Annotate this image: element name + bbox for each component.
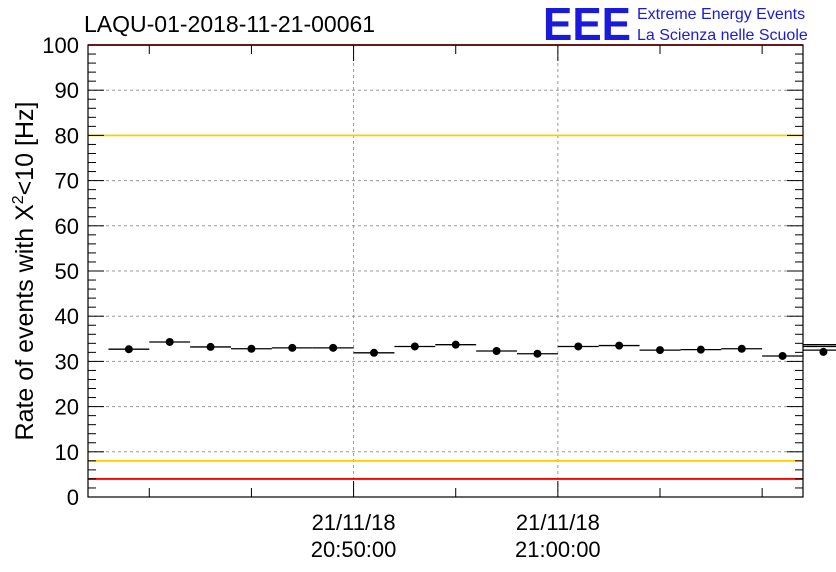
y-axis-label-suffix: <10 [Hz]: [11, 102, 39, 196]
data-point: [819, 347, 828, 356]
data-point: [165, 337, 174, 346]
data-point: [656, 346, 664, 355]
y-tick-label: 60: [55, 214, 79, 239]
data-point: [288, 343, 297, 352]
y-tick-label: 30: [55, 349, 79, 374]
data-point: [410, 342, 419, 351]
logo-line-2: La Scienza nelle Scuole: [637, 27, 808, 44]
logo-letters: EEE: [543, 0, 631, 50]
data-point: [451, 340, 460, 349]
y-tick-label: 90: [55, 78, 79, 103]
data-point: [574, 342, 583, 351]
data-point: [247, 344, 256, 353]
y-axis-label-prefix: Rate of events with X: [11, 204, 39, 441]
y-axis-label-superscript: 2: [10, 195, 27, 204]
chart-title: LAQU-01-2018-11-21-00061: [84, 11, 375, 37]
data-point: [370, 348, 378, 357]
y-tick-label: 40: [55, 304, 79, 329]
y-tick-label: 50: [55, 259, 79, 284]
x-tick-label-time: 21:00:00: [515, 537, 601, 562]
grid: [88, 45, 803, 497]
logo-line-1: Extreme Energy Events: [637, 6, 805, 23]
data-point: [206, 342, 215, 351]
data-point: [124, 345, 133, 354]
y-tick-label: 80: [55, 123, 79, 148]
data-point: [492, 347, 501, 356]
y-tick-label: 10: [55, 440, 79, 465]
data-point: [615, 341, 624, 350]
y-tick-label: 0: [67, 485, 79, 510]
x-tick-label-time: 20:50:00: [311, 537, 397, 562]
data-point: [533, 349, 542, 358]
eee-logo: EEE Extreme Energy Events La Scienza nel…: [543, 0, 808, 50]
y-tick-label: 100: [42, 33, 79, 58]
reference-lines: [88, 44, 803, 480]
x-tick-label-date: 21/11/18: [516, 510, 600, 535]
x-tick-label-date: 21/11/18: [312, 510, 396, 535]
y-axis-label: Rate of events with X2<10 [Hz]: [10, 102, 39, 441]
y-tick-label: 20: [55, 395, 79, 420]
data-point: [737, 344, 746, 353]
y-tick-label: 70: [55, 169, 79, 194]
data-points: [108, 337, 836, 360]
data-point: [329, 343, 338, 352]
data-point: [778, 351, 787, 360]
data-point: [696, 345, 705, 354]
plot-frame: [87, 44, 804, 498]
axis-ticks: 010203040506070809010021/11/1820:50:0021…: [42, 33, 803, 562]
